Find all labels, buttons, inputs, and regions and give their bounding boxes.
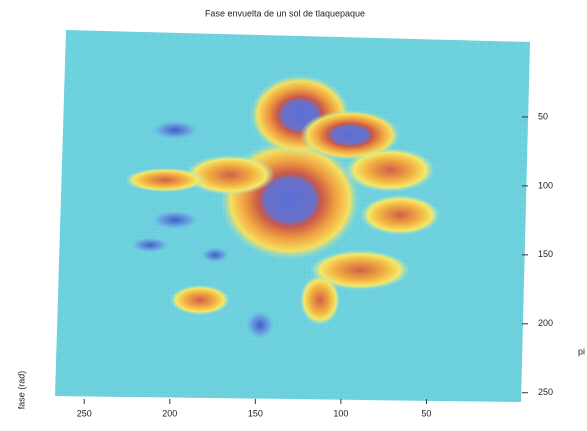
y-tick-label: 50 <box>538 111 548 121</box>
x-tick-label: 250 <box>77 408 92 418</box>
y-tick-label: 100 <box>538 180 553 190</box>
y-axis-label: pi <box>578 346 585 356</box>
z-axis-label: fase (rad) <box>16 371 26 410</box>
chart-title: Fase envuelta de un sol de tlaquepaque <box>205 8 365 18</box>
x-tick-label: 150 <box>248 408 263 418</box>
x-tick-label: 50 <box>421 408 431 418</box>
surface <box>55 30 530 402</box>
y-tick-label: 250 <box>538 387 553 397</box>
x-tick-label: 200 <box>162 408 177 418</box>
y-tick-label: 200 <box>538 318 553 328</box>
y-tick-label: 150 <box>538 249 553 259</box>
x-tick-label: 100 <box>333 408 348 418</box>
